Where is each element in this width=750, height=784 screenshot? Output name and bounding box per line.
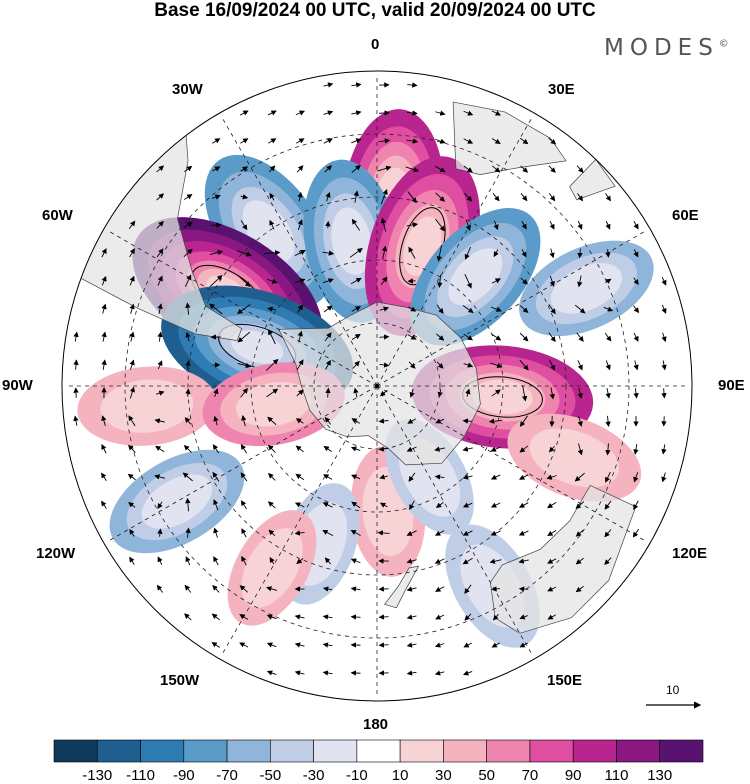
- colorbar-swatch: [530, 740, 573, 762]
- colorbar-swatch: [400, 740, 443, 762]
- wind-arrow: [379, 113, 389, 114]
- lon-label-150e: 150E: [547, 672, 582, 689]
- colorbar-label: -90: [173, 767, 195, 784]
- colorbar-label: -130: [82, 767, 112, 784]
- colorbar-swatch: [357, 740, 400, 762]
- colorbar-swatch: [616, 740, 659, 762]
- lon-label-60e: 60E: [672, 207, 699, 224]
- colorbar-swatch: [270, 740, 313, 762]
- wind-arrow: [379, 645, 388, 646]
- reference-vector-label: 10: [666, 683, 679, 697]
- colorbar-swatch: [184, 740, 227, 762]
- wind-arrow: [188, 389, 189, 396]
- wind-arrow: [520, 589, 529, 590]
- colorbar-label: 110: [604, 767, 628, 784]
- lon-label-90e: 90E: [718, 377, 745, 394]
- wind-arrow: [379, 617, 388, 618]
- lon-label-30w: 30W: [172, 81, 203, 98]
- colorbar-swatch: [141, 740, 184, 762]
- colorbar-swatch: [97, 740, 140, 762]
- colorbar-swatch: [487, 740, 530, 762]
- colorbar-label: -30: [303, 767, 325, 784]
- colorbar-swatch: [660, 740, 703, 762]
- wind-arrow: [380, 337, 389, 338]
- colorbar-swatch: [227, 740, 270, 762]
- colorbar-label: 90: [565, 767, 582, 784]
- lon-label-30e: 30E: [548, 81, 575, 98]
- colorbar-label: 50: [478, 767, 495, 784]
- colorbar-swatch: [443, 740, 486, 762]
- colorbar-label: -10: [346, 767, 368, 784]
- lon-label-90w: 90W: [2, 377, 33, 394]
- colorbar-swatch: [54, 740, 97, 762]
- colorbar: [54, 740, 703, 762]
- lon-label-180: 180: [363, 716, 388, 733]
- colorbar-label: 70: [522, 767, 539, 784]
- colorbar-swatch: [314, 740, 357, 762]
- colorbar-label: -70: [216, 767, 238, 784]
- colorbar-swatch: [573, 740, 616, 762]
- lon-label-120e: 120E: [672, 545, 707, 562]
- lon-label-150w: 150W: [160, 672, 199, 689]
- lon-label-60w: 60W: [42, 207, 73, 224]
- pole-marker: [375, 384, 379, 388]
- lon-label-120w: 120W: [36, 545, 75, 562]
- lon-label-0: 0: [371, 36, 379, 53]
- colorbar-label: -110: [126, 767, 155, 784]
- colorbar-label: 10: [392, 767, 409, 784]
- colorbar-label: 30: [435, 767, 452, 784]
- colorbar-label: 130: [647, 767, 672, 784]
- colorbar-label: -50: [259, 767, 281, 784]
